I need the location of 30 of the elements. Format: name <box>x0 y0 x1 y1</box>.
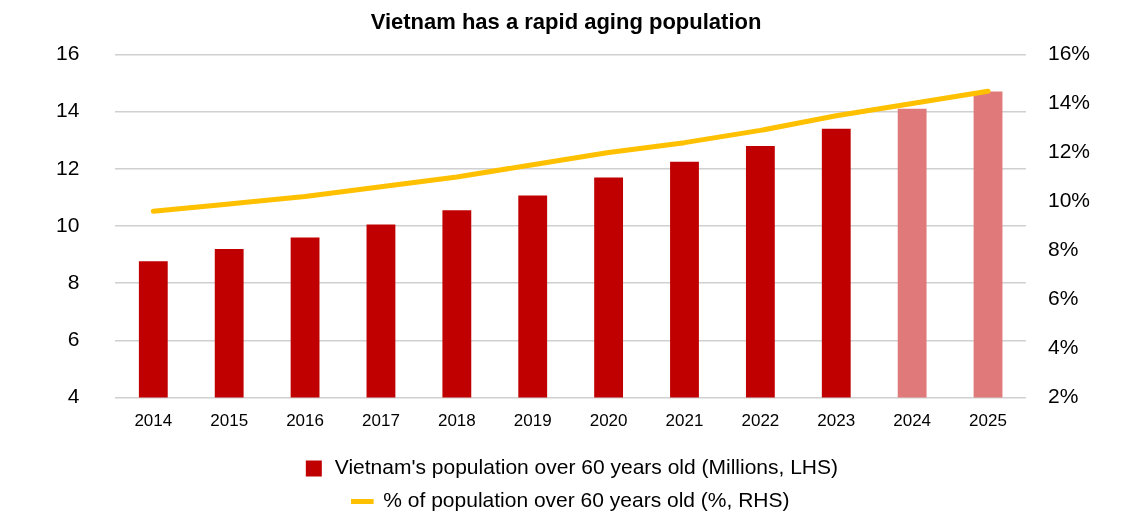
x-tick-label: 2018 <box>437 411 476 431</box>
legend-label: % of population over 60 years old (%, RHS) <box>383 488 790 512</box>
y2-tick-label: 8% <box>1047 237 1079 261</box>
legend-label: Vietnam's population over 60 years old (Millions, LHS) <box>334 455 839 479</box>
x-tick-label: 2024 <box>893 411 932 431</box>
y2-tick-label: 4% <box>1047 335 1079 359</box>
x-tick-label: 2022 <box>741 411 780 431</box>
y2-tick-label: 2% <box>1047 384 1079 408</box>
x-tick-label: 2023 <box>817 411 856 431</box>
y2-tick-label: 14% <box>1047 90 1090 114</box>
x-tick-label: 2014 <box>134 411 173 431</box>
y-tick-label: 8 <box>67 270 80 293</box>
y-tick-label: 12 <box>56 155 80 179</box>
x-tick-label: 2020 <box>589 411 628 431</box>
x-tick-label: 2019 <box>513 411 552 431</box>
y2-tick-label: 12% <box>1047 139 1090 163</box>
x-tick-label: 2021 <box>665 411 704 431</box>
y-tick-label: 14 <box>56 98 80 122</box>
x-tick-label: 2015 <box>210 411 249 431</box>
y-tick-label: 4 <box>67 384 80 408</box>
y2-tick-label: 6% <box>1047 286 1079 310</box>
chart-title: Vietnam has a rapid aging population <box>370 9 762 35</box>
y2-tick-label: 16% <box>1047 41 1090 65</box>
x-tick-label: 2025 <box>969 411 1007 431</box>
x-tick-label: 2016 <box>286 411 324 431</box>
y-tick-label: 16 <box>56 41 80 65</box>
y-tick-label: 6 <box>67 327 80 351</box>
y-tick-label: 10 <box>56 212 80 236</box>
x-tick-label: 2017 <box>362 411 400 431</box>
y2-tick-label: 10% <box>1047 188 1090 212</box>
